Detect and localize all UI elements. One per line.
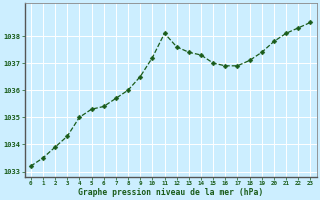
X-axis label: Graphe pression niveau de la mer (hPa): Graphe pression niveau de la mer (hPa) xyxy=(78,188,263,197)
